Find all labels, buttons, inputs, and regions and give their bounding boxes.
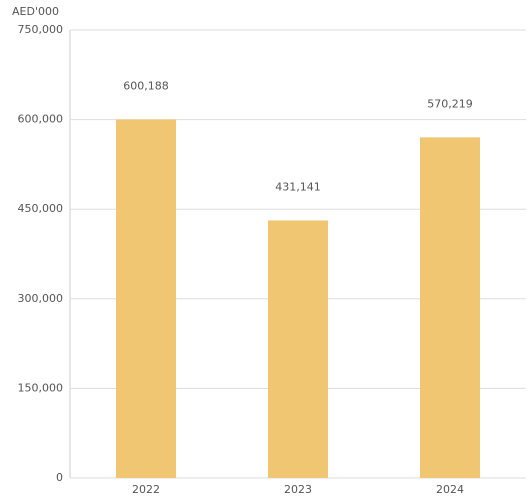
y-tick-label: 450,000 <box>18 202 64 215</box>
data-label: 570,219 <box>427 97 473 110</box>
x-tick-label: 2023 <box>284 483 312 496</box>
bar <box>420 137 480 478</box>
bar <box>268 220 328 479</box>
x-tick-label: 2024 <box>436 483 464 496</box>
y-tick-label: 300,000 <box>18 292 64 305</box>
y-tick-label: 150,000 <box>18 381 64 394</box>
data-label: 431,141 <box>275 180 321 193</box>
y-tick-label: 600,000 <box>18 113 64 126</box>
x-tick-label: 2022 <box>132 483 160 496</box>
bar <box>116 119 176 478</box>
y-tick-label: 750,000 <box>18 23 64 36</box>
y-tick-label: 0 <box>56 471 63 484</box>
y-axis-label: AED'000 <box>12 5 59 18</box>
data-label: 600,188 <box>123 79 169 92</box>
